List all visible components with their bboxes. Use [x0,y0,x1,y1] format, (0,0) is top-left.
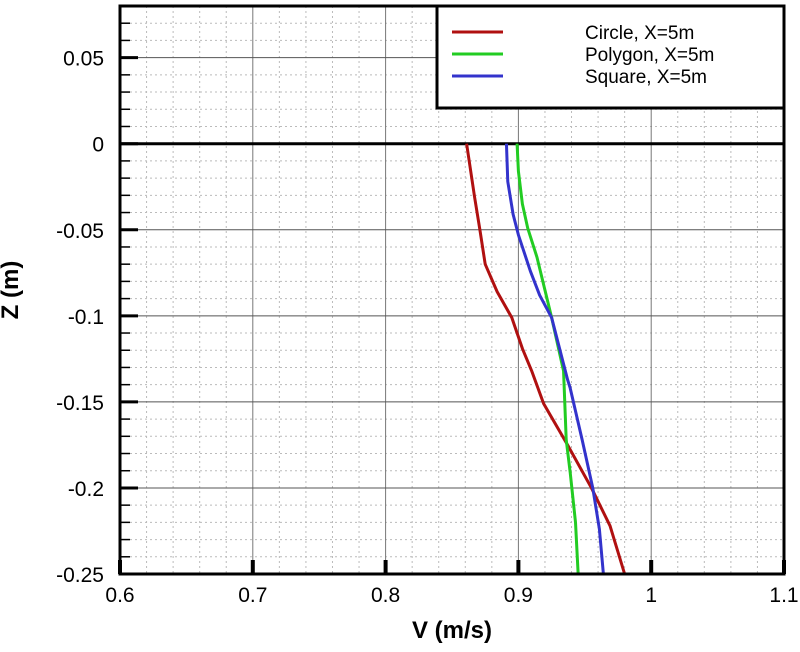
y-tick-label: -0.25 [56,564,104,587]
legend-label: Polygon, X=5m [585,45,714,66]
grid [119,5,785,575]
x-tick-label: 0.7 [238,584,267,607]
y-tick-label: 0.05 [63,48,104,71]
legend-label: Circle, X=5m [585,23,694,44]
x-tick-label: 1 [645,584,657,607]
y-tick-label: -0.15 [56,392,104,415]
series-line-2 [504,143,605,575]
x-tick-label: 1.1 [769,584,798,607]
series-line-0 [465,143,627,575]
y-tick-label: 0 [92,134,104,157]
y-tick-label: -0.2 [68,478,104,501]
x-tick-label: 0.9 [504,584,533,607]
x-tick-label: 0.6 [105,584,134,607]
series-lines [465,143,627,575]
legend-box [435,4,786,110]
y-tick-label: -0.1 [68,306,104,329]
y-tick-label: -0.05 [56,220,104,243]
tick-labels: 0.6 0.7 0.8 0.9 1 1.1 0.05 0 -0.05 -0.1 -0.15 -0.2 -… [56,48,798,607]
y-axis-label: Z (m) [0,261,24,320]
x-axis-label: V (m/s) [412,617,492,644]
x-tick-label: 0.8 [371,584,400,607]
legend-label: Square, X=5m [585,67,707,88]
